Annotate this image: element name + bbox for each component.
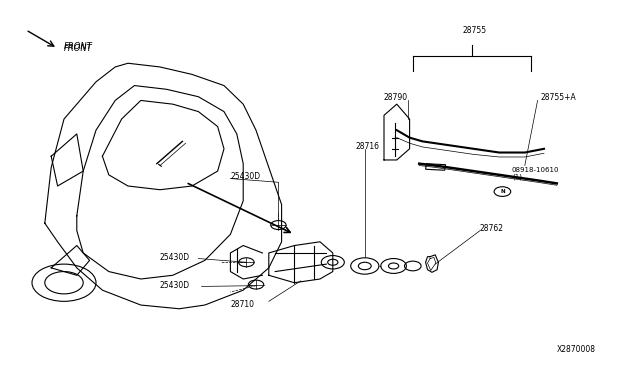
Text: 25430D: 25430D xyxy=(230,171,260,180)
Circle shape xyxy=(494,187,511,196)
Text: 28710: 28710 xyxy=(230,300,254,309)
Text: FRONT: FRONT xyxy=(64,42,93,51)
Text: 28716: 28716 xyxy=(355,142,380,151)
Text: X2870008: X2870008 xyxy=(557,345,596,354)
Text: 08918-10610
(1): 08918-10610 (1) xyxy=(512,167,559,180)
Text: FRONT: FRONT xyxy=(64,44,93,53)
Text: 28762: 28762 xyxy=(480,224,504,232)
Text: 28790: 28790 xyxy=(384,93,408,102)
Bar xyxy=(426,164,445,170)
Text: N: N xyxy=(500,189,505,194)
Text: 28755+A: 28755+A xyxy=(541,93,577,102)
Text: 25430D: 25430D xyxy=(160,281,190,290)
Text: 25430D: 25430D xyxy=(160,253,190,262)
Text: 28755: 28755 xyxy=(462,26,486,35)
